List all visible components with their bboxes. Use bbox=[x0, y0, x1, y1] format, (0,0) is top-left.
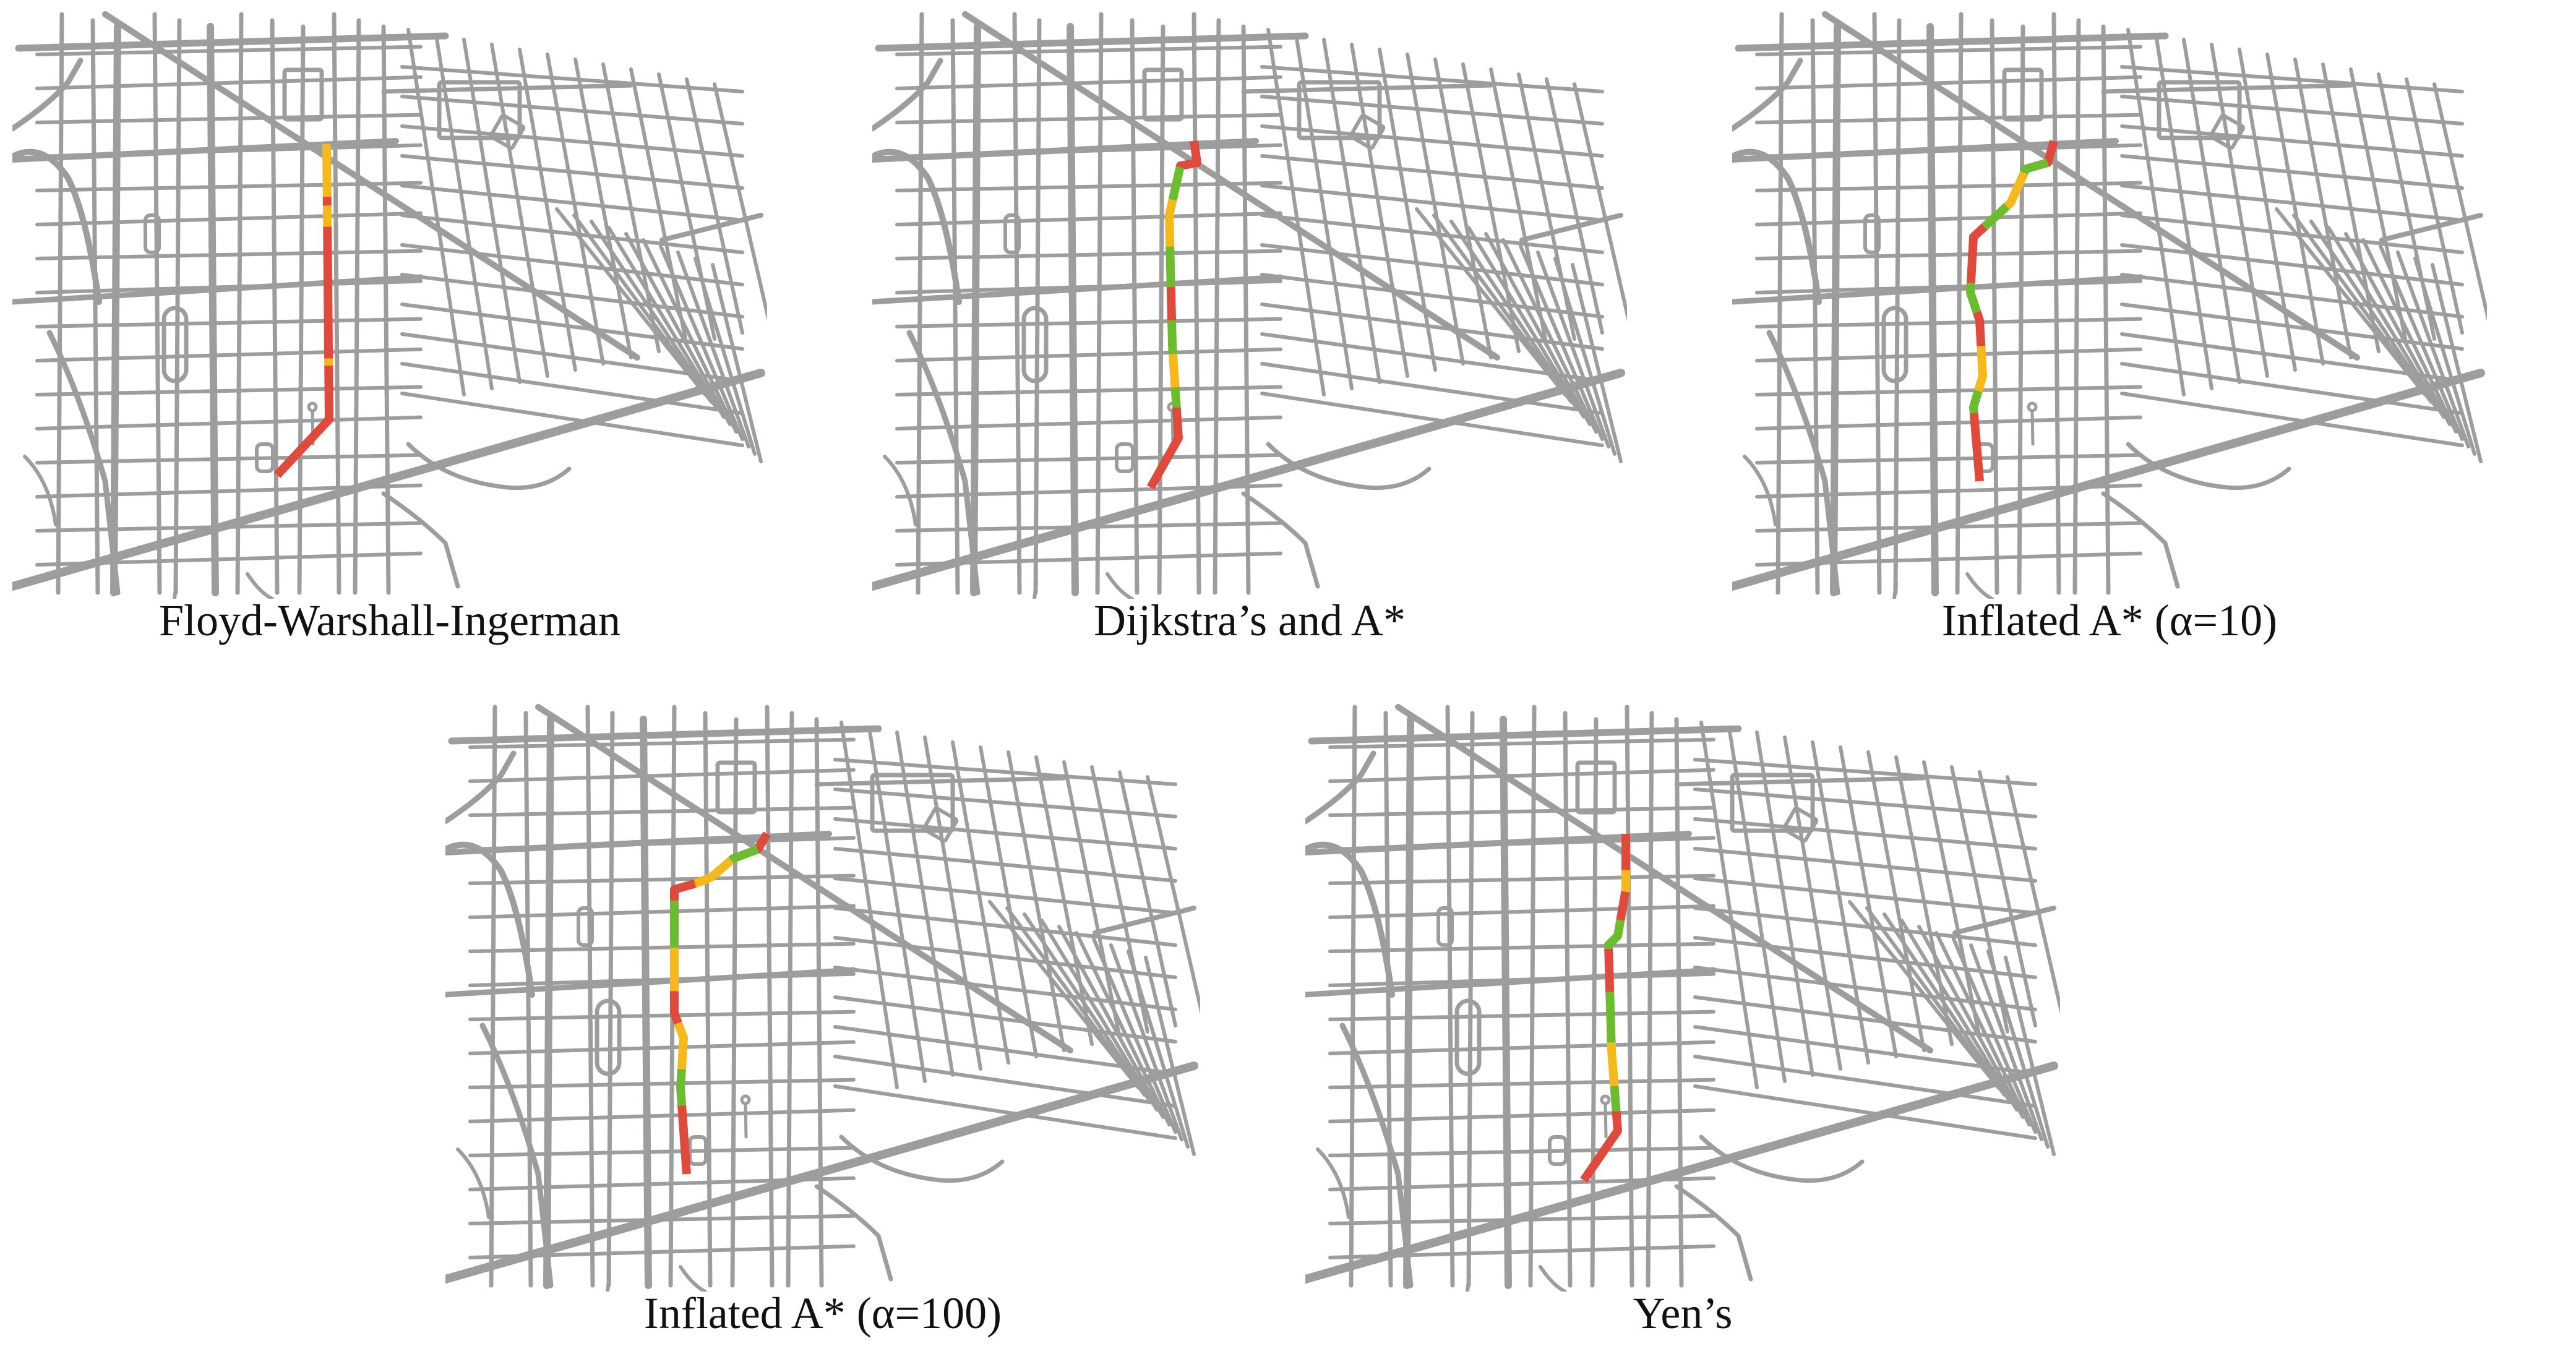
route-segment bbox=[1175, 140, 1201, 170]
map-panel-floyd bbox=[12, 11, 767, 599]
route-segment bbox=[753, 831, 771, 854]
route-segment bbox=[674, 1021, 688, 1070]
road-map bbox=[1732, 11, 2487, 599]
route-segment bbox=[728, 845, 760, 864]
route-segment bbox=[1166, 246, 1175, 287]
map-panel-dijkstra bbox=[872, 11, 1627, 599]
panel-caption: Yen’s bbox=[1633, 1288, 1733, 1338]
route-segment bbox=[1966, 282, 1981, 314]
route-segment bbox=[1167, 320, 1177, 354]
route-segment bbox=[2043, 140, 2058, 167]
route-segment bbox=[670, 879, 697, 901]
route-segment bbox=[1974, 345, 1987, 392]
route-segment bbox=[692, 857, 734, 888]
route-segment bbox=[1972, 311, 1986, 346]
panel-caption: Inflated A* (α=10) bbox=[1941, 596, 2278, 645]
route-segment bbox=[1616, 891, 1630, 921]
route-segment bbox=[677, 1105, 691, 1175]
route-segment bbox=[1580, 1110, 1622, 1183]
route-segment bbox=[1607, 1042, 1619, 1087]
route-path bbox=[1966, 140, 2058, 482]
panel-caption: Inflated A* (α=100) bbox=[643, 1288, 1002, 1338]
route-path bbox=[670, 831, 771, 1175]
route-segment bbox=[1166, 286, 1177, 321]
route-path bbox=[1146, 140, 1201, 490]
road-map bbox=[1305, 704, 2060, 1292]
route-segment bbox=[2020, 158, 2049, 175]
route-segment bbox=[1969, 413, 1984, 482]
route-segment bbox=[1146, 407, 1183, 490]
route-segment bbox=[1604, 948, 1615, 993]
route-segment bbox=[1170, 387, 1181, 408]
route-segment bbox=[1605, 992, 1616, 1043]
panel-caption: Dijkstra’s and A* bbox=[1094, 596, 1406, 645]
route-segment bbox=[1604, 919, 1625, 949]
road-network bbox=[445, 704, 1200, 1292]
map-panel-yen bbox=[1305, 704, 2060, 1292]
route-segment bbox=[1168, 353, 1180, 388]
route-segment bbox=[1981, 203, 2010, 230]
map-panel-inflated-a100 bbox=[445, 704, 1200, 1292]
road-map bbox=[445, 704, 1200, 1292]
road-map bbox=[872, 11, 1627, 599]
route-segment bbox=[1610, 1086, 1621, 1112]
road-map bbox=[12, 11, 767, 599]
panel-caption: Floyd-Warshall-Ingerman bbox=[159, 596, 620, 645]
route-path bbox=[1580, 834, 1630, 1183]
road-network bbox=[1732, 11, 2487, 599]
road-network bbox=[1305, 704, 2060, 1292]
map-panel-inflated-a10 bbox=[1732, 11, 2487, 599]
route-segment bbox=[273, 365, 333, 478]
route-segment bbox=[1621, 870, 1630, 894]
route-segment bbox=[1969, 389, 1983, 414]
route-segment bbox=[1165, 199, 1177, 247]
route-segment bbox=[1168, 166, 1185, 201]
road-network bbox=[12, 11, 767, 599]
route-path bbox=[273, 144, 333, 478]
route-segment bbox=[1966, 223, 1988, 283]
route-segment bbox=[676, 1069, 687, 1106]
route-segment bbox=[670, 991, 682, 1025]
route-segment bbox=[2004, 171, 2029, 210]
road-network bbox=[872, 11, 1627, 599]
route-segment bbox=[323, 226, 333, 359]
